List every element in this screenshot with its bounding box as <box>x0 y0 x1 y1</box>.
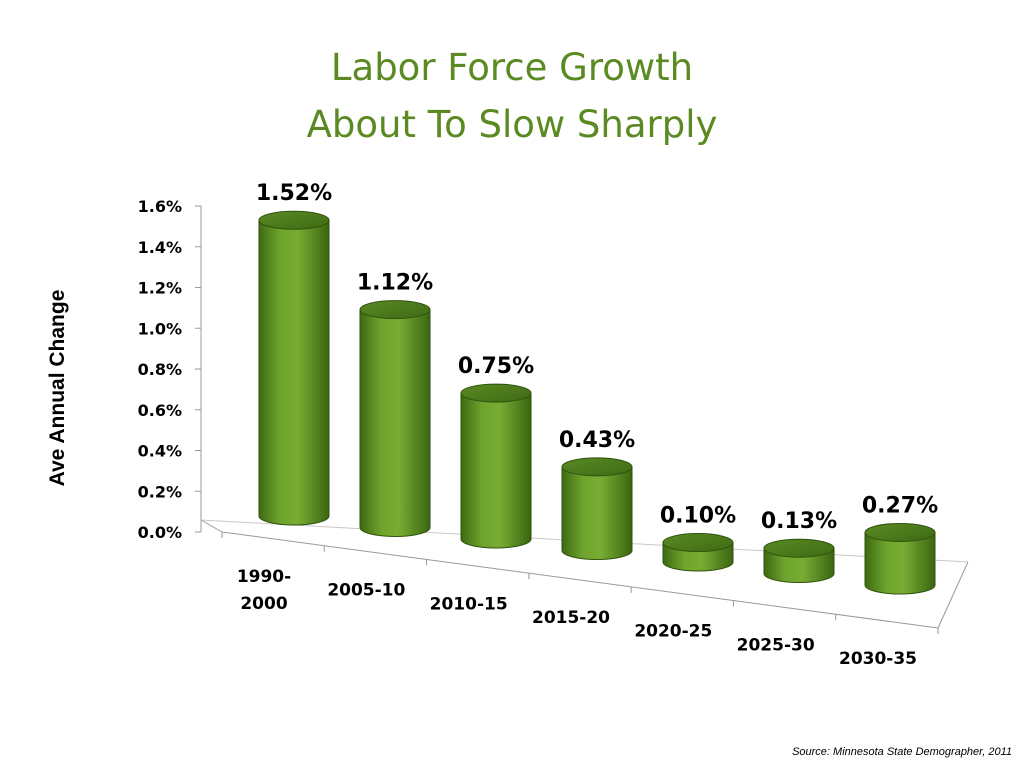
bar-body <box>864 531 936 595</box>
source-note: Source: Minnesota State Demographer, 201… <box>792 746 1012 758</box>
x-tick-label: 2005-10 <box>327 581 405 601</box>
x-tick-label: 2020-25 <box>634 622 712 642</box>
bar-body <box>763 547 835 583</box>
chart-title-line-2: About To Slow Sharply <box>306 103 718 146</box>
data-label: 0.10% <box>660 504 736 529</box>
x-tick-label: 2010-15 <box>430 594 508 614</box>
data-label: 0.27% <box>862 493 938 518</box>
bar <box>763 538 835 583</box>
bar-top <box>763 538 835 558</box>
y-axis-title: Ave Annual Change <box>46 290 69 487</box>
chart-title-line-1: Labor Force Growth <box>330 46 694 89</box>
bar-top <box>662 533 734 553</box>
bar-top <box>864 522 936 542</box>
labels: 0.0% 0.2% 0.4% 0.6% 0.8% 1.0% 1.2% 1.4% 1.6% Ave … <box>46 181 938 669</box>
bar-top <box>460 383 532 403</box>
y-tick-label: 1.2% <box>138 279 182 298</box>
x-axis-front-edge <box>221 531 939 629</box>
data-label: 1.12% <box>357 271 433 296</box>
x-tick-label: 2030-35 <box>839 649 917 669</box>
bar-body <box>258 219 330 526</box>
data-label: 0.43% <box>559 428 635 453</box>
data-label: 0.75% <box>458 354 534 379</box>
bar-top <box>359 300 431 320</box>
y-tick-label: 0.4% <box>138 442 182 461</box>
bar-body <box>460 392 532 549</box>
floor-left-edge <box>200 519 223 533</box>
bars <box>258 210 936 595</box>
y-tick-label: 1.0% <box>138 319 182 338</box>
bar-top <box>258 210 330 230</box>
y-tick-label: 0.8% <box>138 360 182 379</box>
bar <box>864 522 936 595</box>
floor-right-edge <box>937 561 969 629</box>
bar-body <box>359 309 431 537</box>
data-label: 0.13% <box>761 509 837 534</box>
bar-body <box>561 466 633 560</box>
bar <box>460 383 532 549</box>
x-tick-label: 2025-30 <box>737 635 815 655</box>
y-tick-label: 0.0% <box>138 523 182 542</box>
bar <box>561 457 633 560</box>
bar <box>662 533 734 572</box>
x-tick-label: 2000 <box>240 594 287 614</box>
y-tick-label: 0.2% <box>138 482 182 501</box>
x-tick-label: 1990- <box>237 567 291 587</box>
data-label: 1.52% <box>256 181 332 206</box>
y-tick-label: 0.6% <box>138 401 182 420</box>
bar <box>258 210 330 526</box>
y-tick-label: 1.6% <box>138 197 182 216</box>
y-tick-label: 1.4% <box>138 238 182 257</box>
bar <box>359 300 431 537</box>
x-tick-label: 2015-20 <box>532 608 610 628</box>
bar-top <box>561 457 633 477</box>
